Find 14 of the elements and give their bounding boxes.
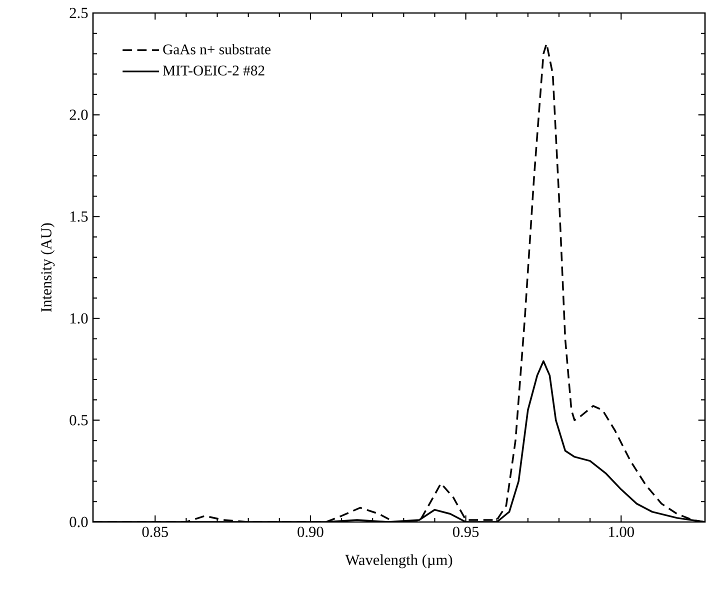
x-tick-label: 0.95 bbox=[452, 526, 479, 538]
x-axis-title: Wavelength (µm) bbox=[345, 554, 452, 568]
y-tick-label: 0.5 bbox=[70, 415, 88, 426]
legend-label: GaAs n+ substrate bbox=[163, 44, 271, 54]
y-tick-label: 1.0 bbox=[70, 313, 88, 324]
x-tick-label: 1.00 bbox=[609, 526, 634, 538]
y-tick-label: 2.5 bbox=[70, 8, 88, 18]
y-tick-label: 1.5 bbox=[70, 211, 88, 222]
x-tick-label: 0.85 bbox=[142, 526, 168, 538]
y-tick-label: 2.0 bbox=[70, 110, 88, 120]
y-axis-title: Intensity (AU) bbox=[40, 223, 55, 312]
x-tick-label: 0.90 bbox=[298, 526, 324, 538]
y-tick-label: 0.0 bbox=[70, 516, 88, 528]
legend-label: MIT-OEIC-2 #82 bbox=[162, 66, 264, 76]
